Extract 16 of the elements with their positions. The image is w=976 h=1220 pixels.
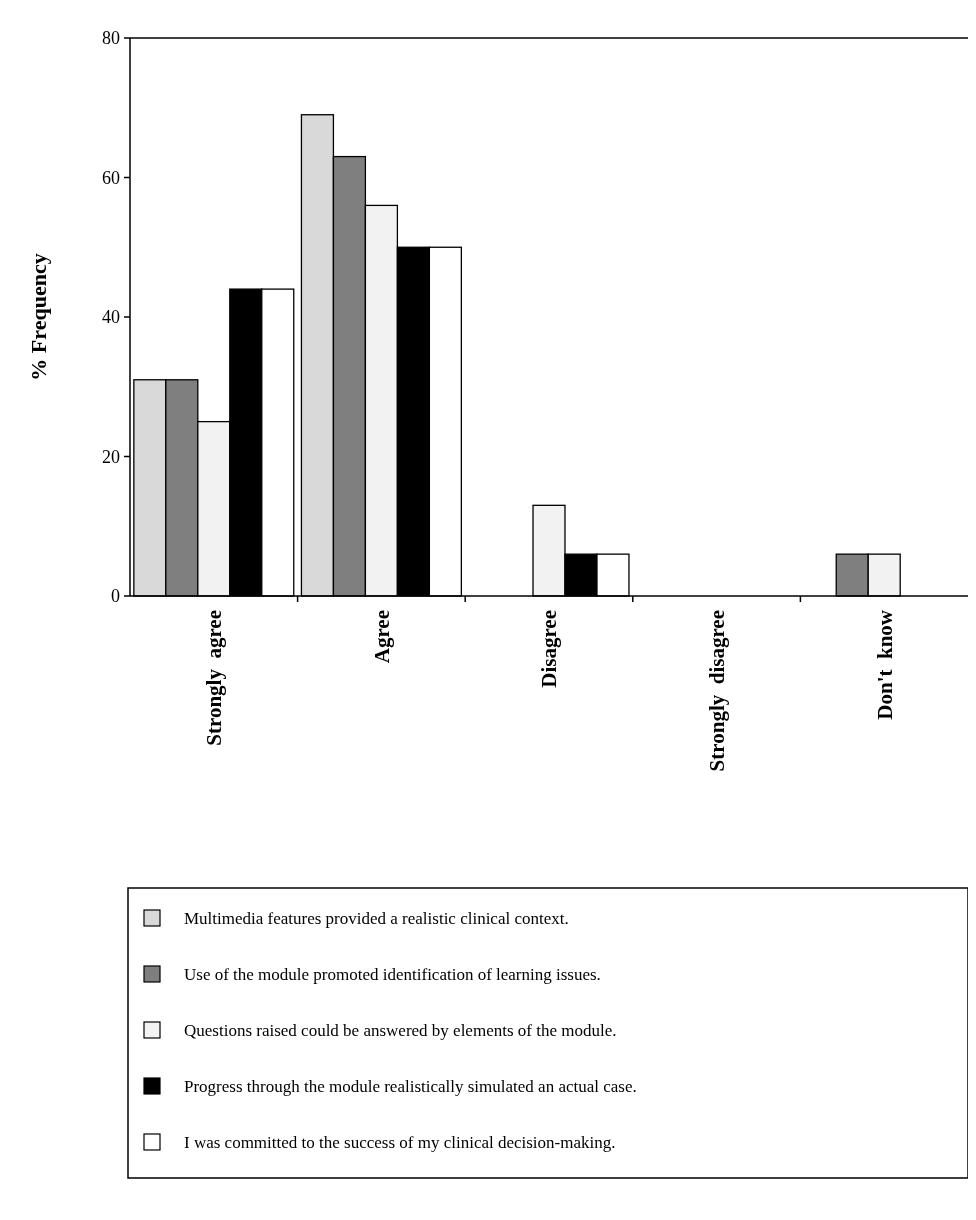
- y-tick-label: 20: [102, 446, 120, 467]
- y-tick-label: 60: [102, 167, 120, 188]
- x-tick-label: Disagree: [537, 610, 562, 688]
- legend-label: I was committed to the success of my clinical decision-making.: [184, 1132, 616, 1152]
- x-tick-label: Don't know: [872, 609, 897, 720]
- x-tick-label: Agree: [369, 610, 394, 664]
- legend-label: Questions raised could be answered by elements of the module.: [184, 1020, 617, 1040]
- legend-label: Progress through the module realistically simulated an actual case.: [184, 1076, 637, 1096]
- y-tick-label: 0: [111, 586, 120, 607]
- y-tick-label: 80: [102, 28, 120, 49]
- legend-label: Multimedia features provided a realistic clinical context.: [184, 908, 569, 928]
- y-axis-title: % Frequency: [26, 253, 51, 381]
- legend-label: Use of the module promoted identification of learning issues.: [184, 964, 601, 984]
- x-tick-label: Strongly agree: [202, 610, 227, 746]
- y-tick-label: 40: [102, 307, 120, 328]
- x-tick-label: Strongly disagree: [704, 610, 729, 772]
